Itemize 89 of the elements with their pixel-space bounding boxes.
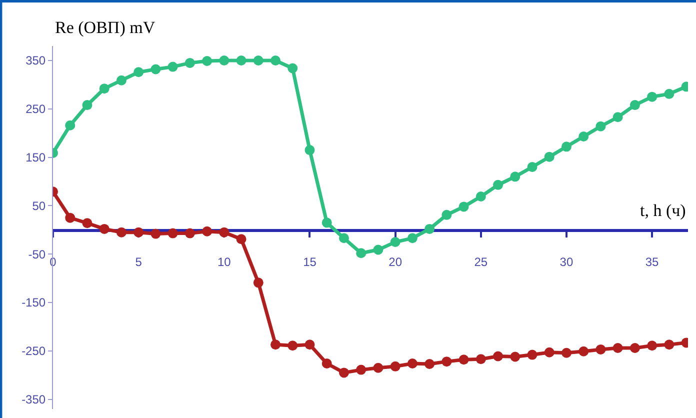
y-axis-title: Re (ОВП) mV xyxy=(55,18,156,37)
point xyxy=(390,237,400,248)
point xyxy=(442,210,452,220)
point xyxy=(596,344,606,354)
x-tick-label: 20 xyxy=(388,255,402,270)
point xyxy=(664,340,674,350)
point xyxy=(219,56,230,66)
y-tick-label: 250 xyxy=(26,102,46,116)
point xyxy=(270,56,281,66)
point xyxy=(458,202,469,212)
point xyxy=(116,227,126,238)
x-tick-label: 25 xyxy=(474,255,488,270)
point xyxy=(561,348,572,358)
point xyxy=(270,340,281,350)
x-tick-label: 15 xyxy=(303,255,317,270)
point xyxy=(578,132,589,142)
point xyxy=(476,354,486,364)
y-tick-label: 50 xyxy=(32,198,46,213)
point xyxy=(65,212,76,223)
point xyxy=(253,56,264,66)
point xyxy=(150,64,161,74)
point xyxy=(184,58,195,68)
point xyxy=(647,340,658,351)
point xyxy=(373,362,384,373)
point xyxy=(82,218,92,228)
point xyxy=(65,120,76,130)
x-tick-label: 5 xyxy=(135,255,142,270)
point xyxy=(99,84,110,94)
point xyxy=(442,356,452,367)
point xyxy=(219,227,230,238)
point xyxy=(150,228,161,239)
point xyxy=(390,361,400,372)
x-tick-label: 30 xyxy=(560,255,574,270)
point xyxy=(356,364,366,375)
x-axis-title: t, h (ч) xyxy=(640,201,686,220)
point xyxy=(407,358,418,368)
point xyxy=(253,278,264,288)
point xyxy=(202,226,212,236)
point xyxy=(304,145,315,156)
point xyxy=(202,56,212,66)
x-tick-label: 35 xyxy=(645,255,660,270)
point xyxy=(373,244,384,255)
point xyxy=(612,343,623,354)
y-tick-label: 350 xyxy=(26,54,46,68)
point xyxy=(82,100,92,110)
x-tick-label: 10 xyxy=(217,255,232,270)
point xyxy=(168,62,178,72)
y-tick-label: -150 xyxy=(22,296,46,310)
point xyxy=(458,354,469,365)
point xyxy=(236,234,246,244)
point xyxy=(527,162,538,172)
point xyxy=(424,358,435,369)
point xyxy=(647,92,658,102)
point xyxy=(338,233,349,244)
y-tick-label: -50 xyxy=(28,247,46,262)
point xyxy=(510,172,520,182)
point xyxy=(407,233,418,244)
point xyxy=(544,347,554,358)
y-tick-label: 150 xyxy=(26,150,46,165)
point xyxy=(134,67,144,78)
point xyxy=(664,88,674,99)
point xyxy=(630,100,640,110)
point xyxy=(304,340,315,350)
point xyxy=(184,228,195,238)
point xyxy=(527,350,538,360)
point xyxy=(476,192,486,202)
point xyxy=(578,346,589,356)
point xyxy=(134,227,144,238)
point xyxy=(596,121,606,132)
point xyxy=(288,340,298,351)
point xyxy=(612,112,623,122)
point xyxy=(356,248,366,258)
point xyxy=(116,75,126,86)
point xyxy=(288,63,298,74)
point xyxy=(630,343,640,354)
point xyxy=(338,368,349,378)
y-tick-label: -250 xyxy=(22,344,46,358)
point xyxy=(493,351,504,362)
point xyxy=(99,224,110,234)
y-tick-label: -350 xyxy=(22,392,46,407)
point xyxy=(493,180,504,190)
point xyxy=(322,218,332,228)
point xyxy=(510,352,520,362)
point xyxy=(322,358,332,368)
point xyxy=(561,142,572,152)
point xyxy=(168,228,178,238)
point xyxy=(544,152,554,162)
point xyxy=(236,56,246,66)
point xyxy=(424,224,435,234)
